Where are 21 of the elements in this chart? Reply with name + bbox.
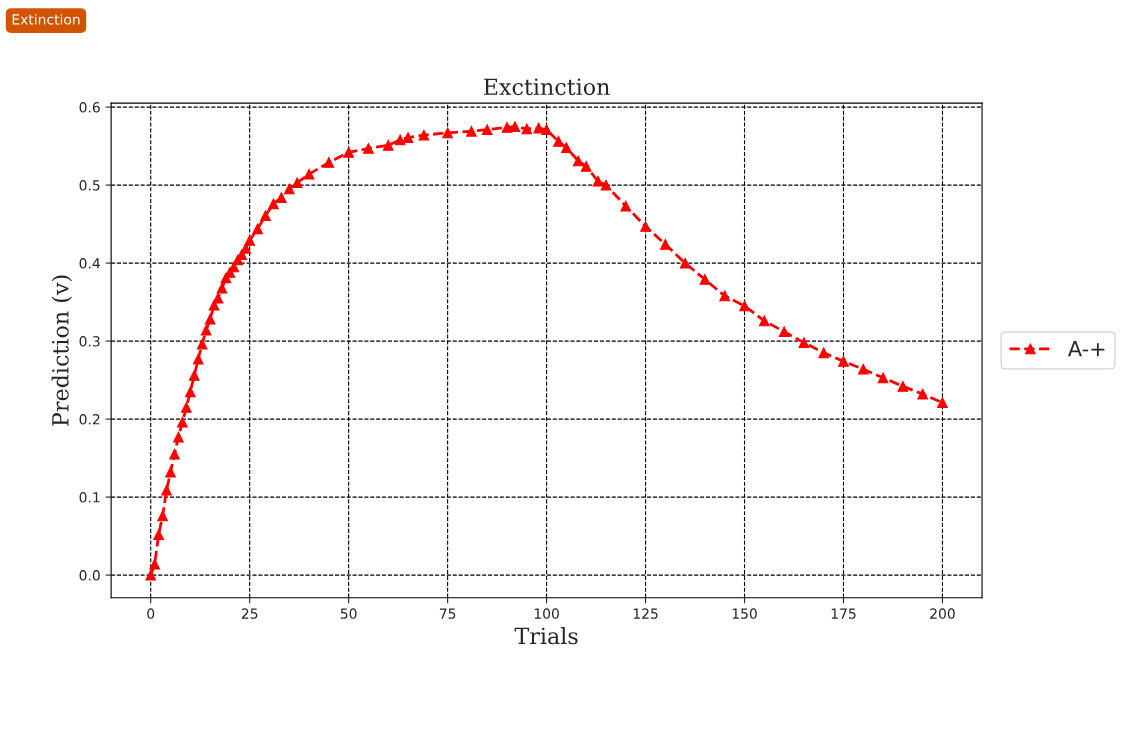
x-tick-label: 100 bbox=[534, 608, 559, 619]
x-axis-title: Trials bbox=[514, 627, 578, 645]
x-tick-label: 175 bbox=[831, 608, 856, 619]
x-tick-label: 25 bbox=[241, 608, 258, 619]
y-tick-label: 0.3 bbox=[79, 336, 100, 347]
chart-title: Exctinction bbox=[483, 78, 610, 96]
y-tick-label: 0.4 bbox=[79, 258, 100, 269]
x-tick-label: 200 bbox=[930, 608, 955, 619]
x-tick-label: 75 bbox=[439, 608, 456, 619]
legend-label: A-+ bbox=[1068, 341, 1105, 357]
y-axis-title: Prediction (v) bbox=[51, 275, 72, 426]
y-tick-label: 0.1 bbox=[79, 492, 100, 503]
y-tick-label: 0.6 bbox=[79, 102, 100, 113]
y-tick-label: 0.5 bbox=[79, 180, 100, 191]
text: Extinction bbox=[12, 13, 80, 25]
y-tick-label: 0.2 bbox=[79, 414, 100, 425]
x-tick-label: 50 bbox=[340, 608, 357, 619]
x-tick-label: 125 bbox=[633, 608, 658, 619]
x-tick-label: 0 bbox=[147, 608, 155, 619]
x-tick-label: 150 bbox=[732, 608, 757, 619]
y-tick-label: 0.0 bbox=[79, 570, 100, 581]
